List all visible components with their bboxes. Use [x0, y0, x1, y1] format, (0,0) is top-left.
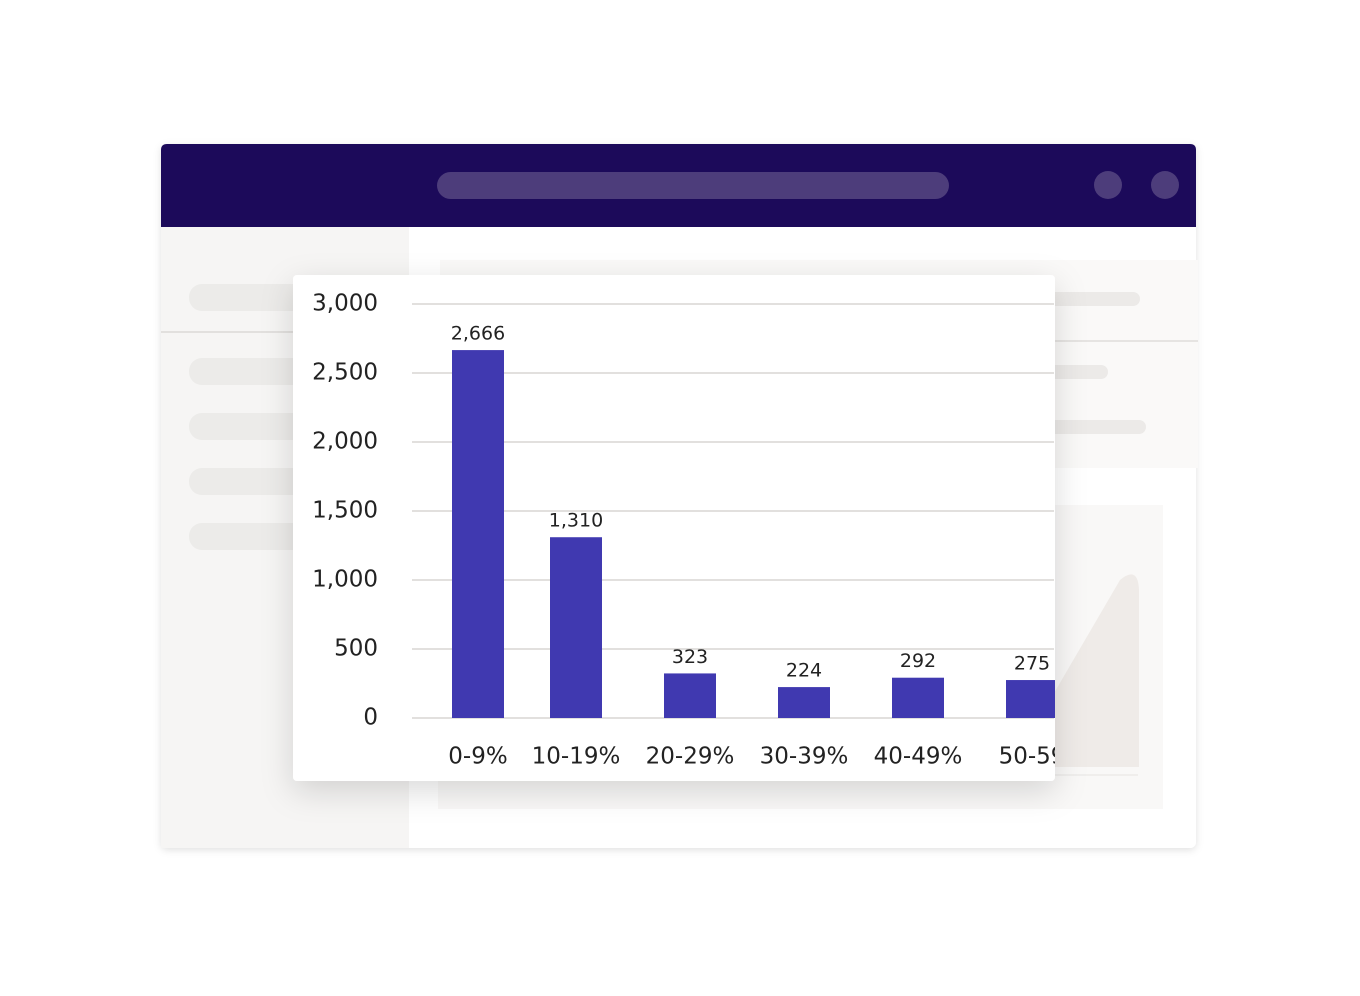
y-tick-label: 1,500	[312, 498, 378, 524]
bar	[452, 350, 504, 718]
decor-area	[1050, 574, 1139, 767]
y-tick-label: 500	[334, 636, 378, 662]
bar	[664, 673, 716, 718]
value-label: 224	[786, 660, 822, 682]
placeholder	[1040, 420, 1146, 434]
window-button[interactable]	[1151, 171, 1179, 199]
bar	[778, 687, 830, 718]
window-button[interactable]	[1094, 171, 1122, 199]
y-tick-label: 3,000	[312, 291, 378, 317]
bar	[550, 537, 602, 718]
x-tick-label: 20-29%	[646, 744, 735, 770]
x-tick-label: 30-39%	[760, 744, 849, 770]
x-tick-label: 50-59	[999, 744, 1066, 770]
value-label: 292	[900, 650, 936, 672]
bar	[1006, 680, 1055, 718]
value-label: 1,310	[549, 510, 603, 532]
y-tick-label: 2,000	[312, 429, 378, 455]
y-tick-label: 1,000	[312, 567, 378, 593]
value-label: 323	[672, 646, 708, 668]
value-label: 275	[1014, 653, 1050, 675]
x-tick-label: 40-49%	[874, 744, 963, 770]
placeholder	[1040, 365, 1108, 379]
y-tick-label: 2,500	[312, 360, 378, 386]
bar	[892, 677, 944, 718]
y-tick-label: 0	[363, 705, 378, 731]
value-label: 2,666	[451, 323, 505, 345]
x-tick-label: 10-19%	[532, 744, 621, 770]
x-tick-label: 0-9%	[448, 744, 507, 770]
placeholder	[1040, 292, 1140, 306]
address-bar[interactable]	[437, 172, 949, 199]
chart: 0 500 1,000 1,500 2,000 2,500 3,000 2,666 0-9% 1,…	[312, 291, 1066, 770]
